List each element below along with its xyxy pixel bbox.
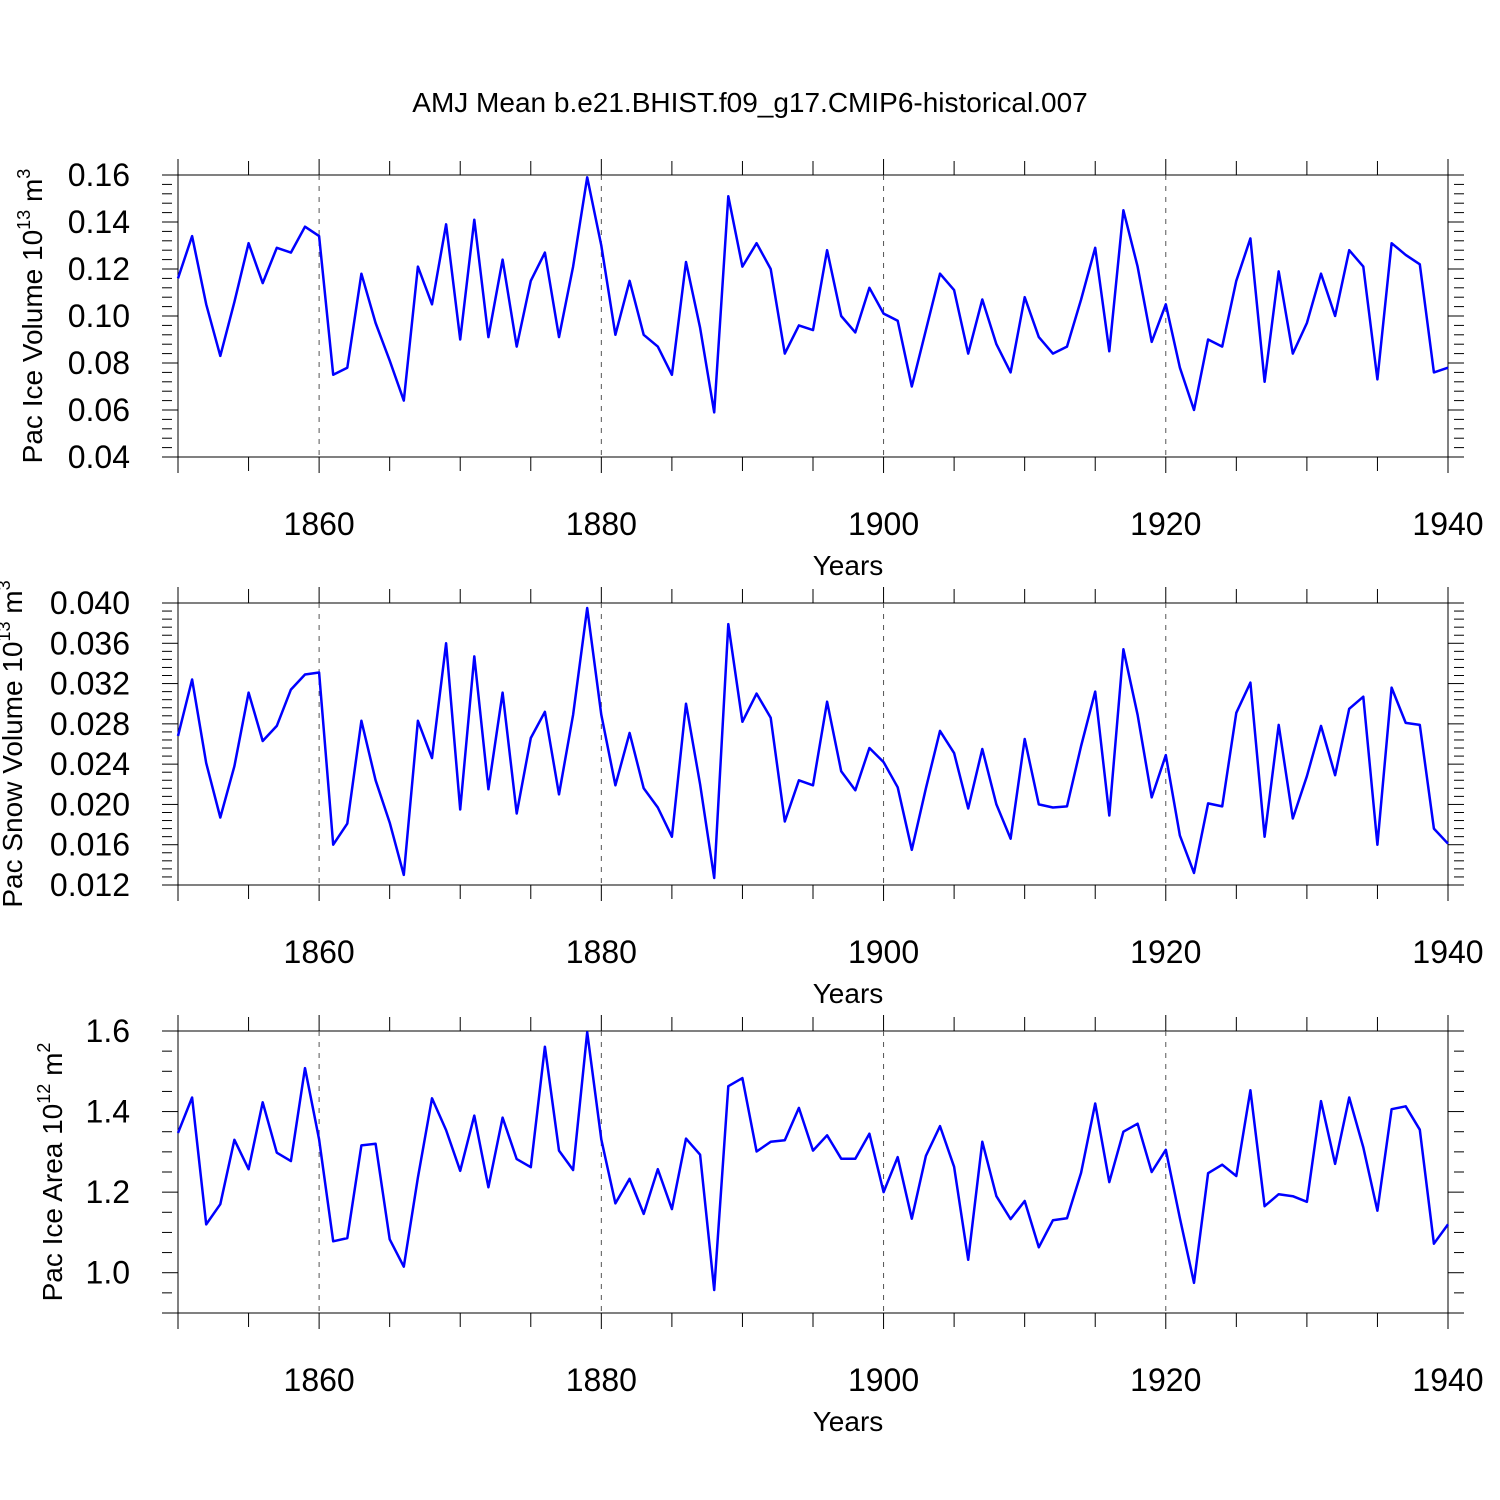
x-tick-label: 1860 xyxy=(284,506,355,542)
x-tick-label: 1880 xyxy=(566,1362,637,1398)
chart-panel-1: 1860 1880 1900 1920 1940 0.04 0.06 0.08 0.10 0.12… xyxy=(14,157,1484,581)
y-axis-title: Pac Ice Area 1012 m2 xyxy=(34,1043,68,1302)
y-tick-label: 0.012 xyxy=(50,867,130,903)
y-axis-title-superscript: 2 xyxy=(34,1043,54,1053)
y-tick-label: 0.04 xyxy=(68,439,130,475)
y-axis-title-text: Pac Ice Area 10 xyxy=(37,1104,68,1302)
y-tick-label: 0.14 xyxy=(68,204,130,240)
figure-title: AMJ Mean b.e21.BHIST.f09_g17.CMIP6-histo… xyxy=(412,87,1087,118)
x-tick-label: 1860 xyxy=(284,934,355,970)
panels: 1860 1880 1900 1920 1940 0.04 0.06 0.08 0.10 0.12… xyxy=(0,157,1484,1437)
x-tick-label: 1880 xyxy=(566,506,637,542)
x-tick-label: 1880 xyxy=(566,934,637,970)
y-axis-title-superscript: 12 xyxy=(34,1084,54,1104)
y-axis-title-superscript: 13 xyxy=(0,621,14,641)
y-tick-label: 0.016 xyxy=(50,827,130,863)
y-tick-label: 0.028 xyxy=(50,706,130,742)
y-axis-title-text: m xyxy=(37,1053,68,1084)
x-tick-label: 1900 xyxy=(848,506,919,542)
x-tick-label: 1860 xyxy=(284,1362,355,1398)
y-tick-label: 1.0 xyxy=(86,1255,130,1291)
chart-panel-3: 1860 1880 1900 1920 1940 1.0 1.2 1.4 1.6 Years Pac… xyxy=(34,1013,1484,1437)
y-tick-label: 1.4 xyxy=(86,1094,130,1130)
x-tick-label: 1940 xyxy=(1412,934,1483,970)
y-tick-label: 0.020 xyxy=(50,786,130,822)
y-axis-title: Pac Ice Volume 1013 m3 xyxy=(14,169,48,464)
x-tick-label: 1900 xyxy=(848,934,919,970)
y-axis-title-superscript: 3 xyxy=(14,169,34,179)
y-tick-label: 0.16 xyxy=(68,157,130,193)
y-axis-title-text: Pac Snow Volume 10 xyxy=(0,641,28,907)
y-axis-title-text: m xyxy=(17,179,48,210)
x-tick-label: 1920 xyxy=(1130,1362,1201,1398)
x-tick-label: 1900 xyxy=(848,1362,919,1398)
x-tick-label: 1920 xyxy=(1130,506,1201,542)
y-axis-title-superscript: 13 xyxy=(14,210,34,230)
y-tick-label: 0.036 xyxy=(50,625,130,661)
y-tick-label: 0.06 xyxy=(68,392,130,428)
y-axis-title-superscript: 3 xyxy=(0,580,14,590)
y-tick-label: 0.040 xyxy=(50,585,130,621)
y-axis-title-text: Pac Ice Volume 10 xyxy=(17,230,48,463)
series-line-pac-ice-area xyxy=(176,1030,1450,1292)
y-axis-title-text: m xyxy=(0,590,28,621)
x-axis-title: Years xyxy=(813,978,884,1009)
x-axis-title: Years xyxy=(813,1406,884,1437)
y-tick-label: 1.2 xyxy=(86,1174,130,1210)
x-tick-label: 1920 xyxy=(1130,934,1201,970)
y-tick-label: 0.12 xyxy=(68,251,130,287)
y-tick-label: 0.08 xyxy=(68,345,130,381)
chart-panel-2: 1860 1880 1900 1920 1940 0.012 0.016 0.020 0.024… xyxy=(0,580,1484,1009)
y-tick-label: 0.032 xyxy=(50,666,130,702)
y-tick-label: 0.024 xyxy=(50,746,130,782)
series-line-pac-ice-volume xyxy=(176,176,1449,414)
y-axis-title: Pac Snow Volume 1013 m3 xyxy=(0,580,28,907)
x-tick-label: 1940 xyxy=(1412,506,1483,542)
y-tick-label: 0.10 xyxy=(68,298,130,334)
x-tick-label: 1940 xyxy=(1412,1362,1483,1398)
series-line-pac-snow-volume xyxy=(176,606,1449,880)
y-tick-label: 1.6 xyxy=(86,1013,130,1049)
x-axis-title: Years xyxy=(813,550,884,581)
